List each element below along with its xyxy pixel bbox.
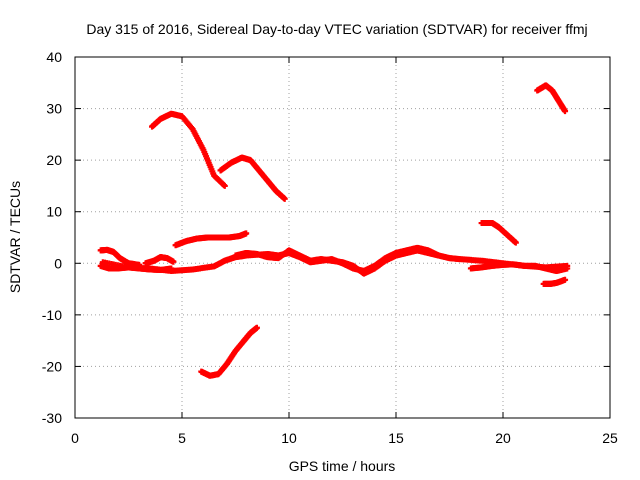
y-axis-label: SDTVAR / TECUs	[7, 181, 23, 293]
data-point	[562, 276, 569, 283]
y-tick-label: 40	[46, 49, 62, 65]
grid	[75, 57, 610, 418]
data-point	[243, 230, 250, 237]
x-tick-label: 5	[178, 430, 186, 446]
series-arc-2	[217, 154, 288, 202]
series-arc-5	[534, 82, 569, 115]
series-arc-12	[232, 247, 442, 277]
y-tick-label: 10	[46, 204, 62, 220]
data-point	[512, 239, 519, 246]
y-tick-label: -10	[42, 307, 62, 323]
series-arc-3	[172, 230, 250, 249]
data-point	[170, 258, 177, 265]
series-arc-13	[467, 261, 571, 275]
data-points	[97, 82, 571, 379]
data-point	[564, 265, 571, 272]
y-tick-label: 30	[46, 101, 62, 117]
data-point	[253, 324, 260, 331]
y-tick-label: -20	[42, 358, 62, 374]
series-arc-6	[478, 220, 519, 246]
series-arc-10	[142, 254, 177, 267]
x-tick-label: 25	[602, 430, 618, 446]
y-tick-label: 0	[54, 255, 62, 271]
series-arc-4	[198, 324, 260, 379]
y-tick-label: -30	[42, 410, 62, 426]
x-tick-label: 20	[495, 430, 511, 446]
y-tick-label: 20	[46, 152, 62, 168]
series-arc-1	[149, 110, 228, 189]
data-point	[281, 195, 288, 202]
data-point	[221, 182, 228, 189]
x-axis-label: GPS time / hours	[289, 458, 396, 474]
x-tick-label: 15	[388, 430, 404, 446]
axis-ticks: 0 5 10 15 20 25 -30 -20 -10 0 10 20 30 40	[42, 49, 618, 446]
x-tick-label: 0	[71, 430, 79, 446]
x-tick-label: 10	[281, 430, 297, 446]
data-point	[435, 252, 442, 259]
series-arc-7	[540, 276, 569, 287]
chart-title: Day 315 of 2016, Sidereal Day-to-day VTE…	[86, 21, 587, 37]
plot-frame	[74, 56, 611, 419]
data-point	[562, 108, 569, 115]
